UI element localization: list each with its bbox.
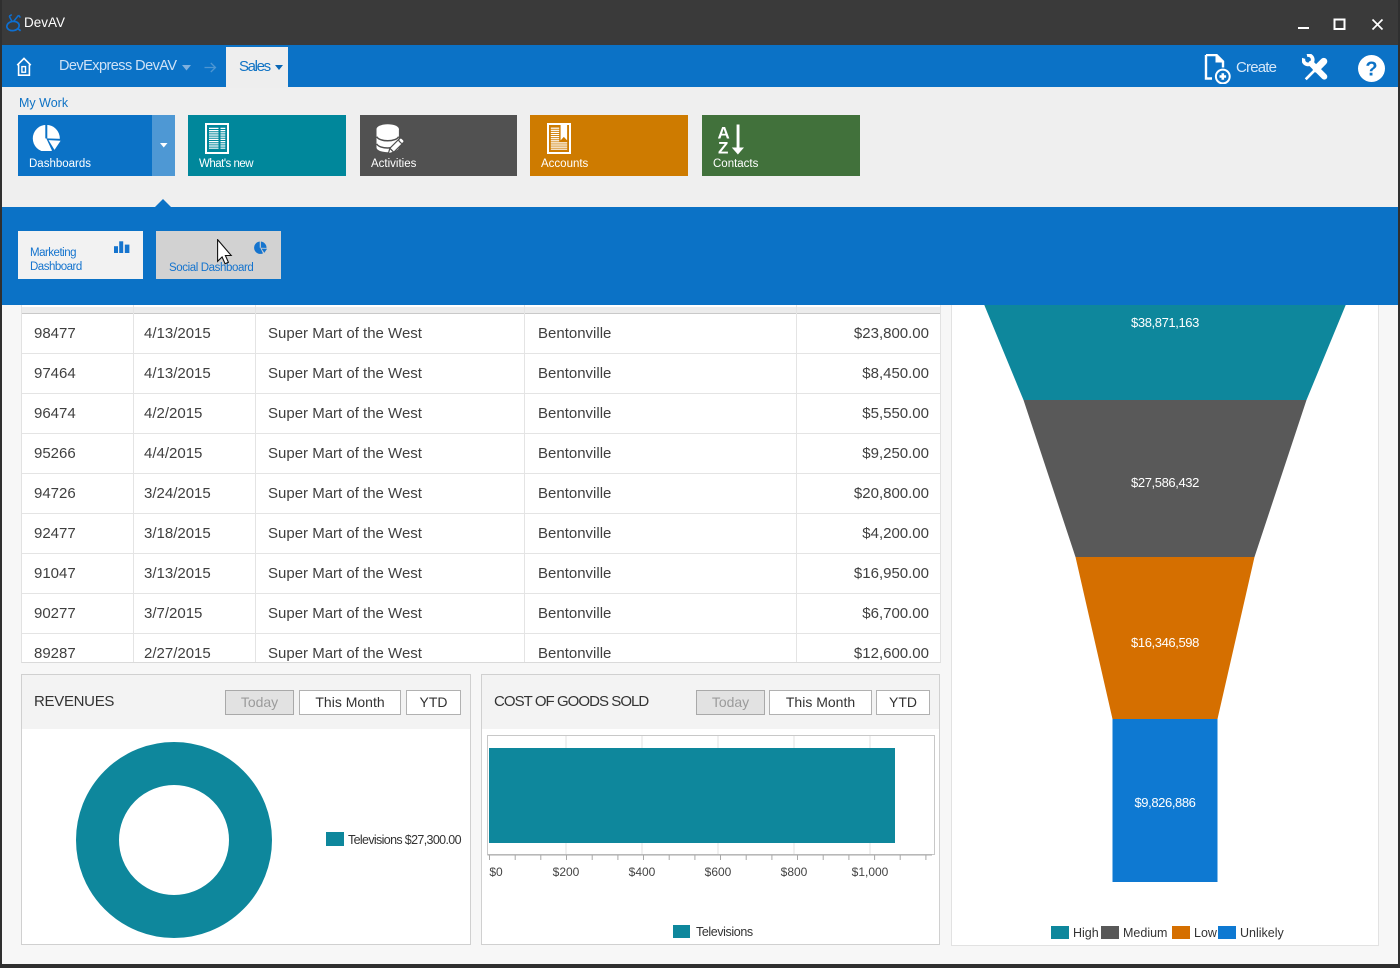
svg-text:$800: $800	[781, 865, 808, 879]
svg-text:A: A	[718, 124, 730, 143]
svg-text:$27,586,432: $27,586,432	[1131, 475, 1199, 490]
svg-text:Unlikely: Unlikely	[1240, 926, 1285, 940]
svg-text:$600: $600	[705, 865, 732, 879]
svg-text:$38,871,163: $38,871,163	[1131, 315, 1199, 330]
svg-text:$1,000: $1,000	[852, 865, 889, 879]
svg-text:$16,346,598: $16,346,598	[1131, 635, 1199, 650]
svg-text:Z: Z	[718, 139, 728, 156]
svg-text:$0: $0	[489, 865, 503, 879]
svg-text:Medium: Medium	[1123, 926, 1167, 940]
svg-text:$400: $400	[629, 865, 656, 879]
svg-text:Low: Low	[1194, 926, 1218, 940]
svg-text:High: High	[1073, 926, 1099, 940]
svg-text:Televisions: Televisions	[696, 925, 753, 939]
svg-text:Televisions $27,300.00: Televisions $27,300.00	[348, 833, 462, 847]
svg-text:?: ?	[1365, 59, 1377, 81]
svg-text:$200: $200	[553, 865, 580, 879]
svg-text:$9,826,886: $9,826,886	[1134, 795, 1195, 810]
